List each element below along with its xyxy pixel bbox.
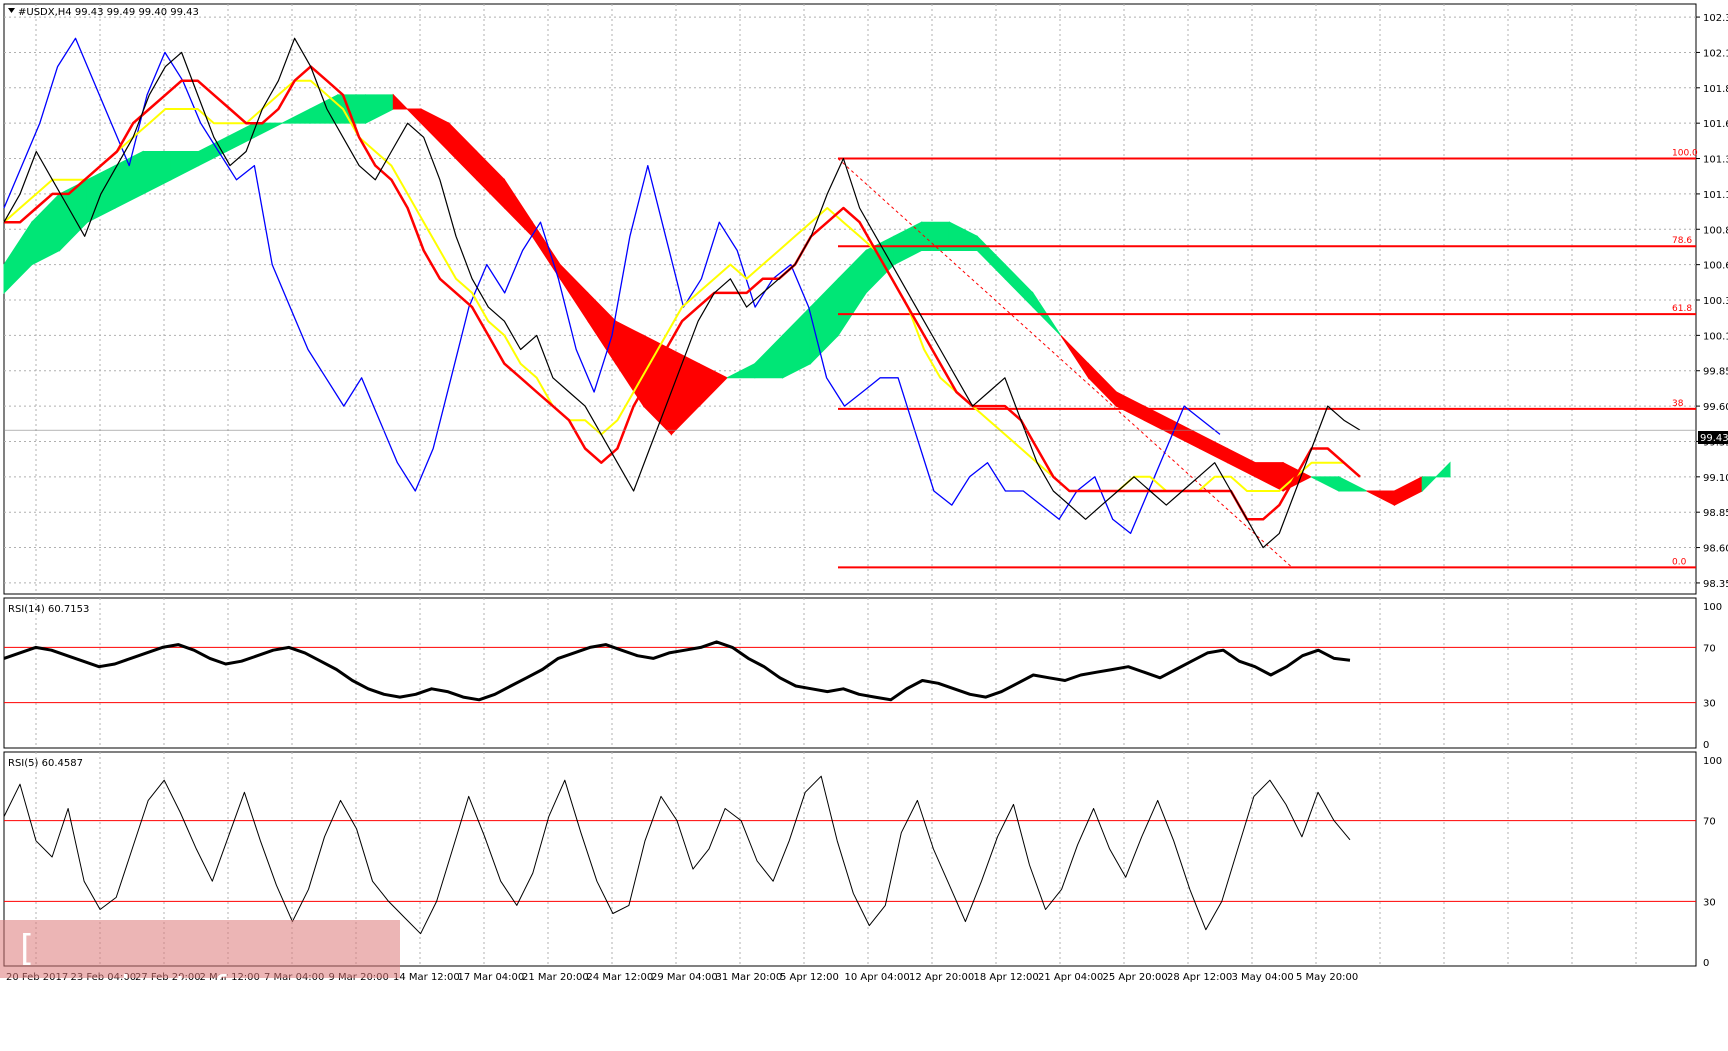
y-tick-label: 100.60 — [1703, 261, 1728, 272]
fib-level-label: 100.0 — [1672, 149, 1698, 159]
x-tick-label: 28 Apr 12:00 — [1167, 972, 1232, 983]
x-tick-label: 25 Apr 20:00 — [1103, 972, 1168, 983]
y-tick-label: 101.85 — [1703, 84, 1728, 95]
watermark: [ www.instaforex.com ] — [0, 920, 401, 1051]
symbol-header: #USDX,H4 99.43 99.49 99.40 99.43 — [18, 7, 199, 18]
y-tick-label: 99.10 — [1703, 473, 1728, 484]
price-lines — [3, 37, 1696, 549]
collapse-triangle-icon[interactable] — [8, 8, 15, 13]
y-tick-label: 100.10 — [1703, 331, 1728, 342]
x-tick-label: 29 Mar 04:00 — [651, 972, 718, 983]
x-tick-label: 3 May 04:00 — [1232, 972, 1294, 983]
y-tick-label: 102.10 — [1703, 48, 1728, 59]
rsi14-y-tick-label: 100 — [1703, 602, 1722, 613]
fibonacci-levels: 100.0 78.6 61.8 38 0.0 — [837, 149, 1698, 569]
y-tick-label: 99.85 — [1703, 367, 1728, 378]
fib-level-label: 0.0 — [1672, 557, 1687, 567]
y-tick-label: 98.60 — [1703, 544, 1728, 555]
current-price-box — [1698, 431, 1728, 444]
x-tick-label: 17 Mar 04:00 — [458, 972, 525, 983]
x-tick-label: 21 Apr 04:00 — [1038, 972, 1103, 983]
x-tick-label: 24 Mar 12:00 — [587, 972, 654, 983]
chikou-line — [3, 37, 1221, 535]
grid — [4, 4, 1696, 966]
y-tick-label: 98.85 — [1703, 508, 1728, 519]
rsi14-line — [3, 640, 1351, 702]
rsi-lines — [3, 640, 1696, 935]
x-tick-label: 21 Mar 20:00 — [522, 972, 589, 983]
cloud-segment — [1421, 461, 1451, 493]
x-tick-label: 14 Mar 12:00 — [393, 972, 460, 983]
rsi14-panel-frame — [3, 597, 1697, 749]
kijun-line — [4, 65, 1361, 521]
y-tick-label: 99.60 — [1703, 402, 1728, 413]
x-tick-label: 5 May 20:00 — [1296, 972, 1358, 983]
rsi5-y-tick-label: 30 — [1703, 897, 1716, 908]
rsi5-y-tick-label: 0 — [1703, 958, 1709, 969]
cloud-segment — [698, 362, 728, 408]
watermark-text: [ www.instaforex.com ] — [20, 928, 403, 1051]
cloud-segment — [1338, 476, 1367, 492]
price-close-line — [3, 37, 1361, 549]
y-tick-label: 101.10 — [1703, 190, 1728, 201]
current-price-label: 99.43 — [1700, 433, 1728, 444]
y-tick-label: 100.35 — [1703, 296, 1728, 307]
x-tick-label: 5 Apr 12:00 — [780, 972, 839, 983]
x-tick-label: 10 Apr 04:00 — [845, 972, 910, 983]
rsi5-y-tick-label: 100 — [1703, 756, 1722, 767]
rsi14-y-tick-label: 70 — [1703, 643, 1716, 654]
fib-level-label: 61.8 — [1672, 304, 1692, 314]
x-tick-label: 31 Mar 20:00 — [716, 972, 783, 983]
rsi14-y-tick-label: 0 — [1703, 740, 1709, 751]
rsi5-y-tick-label: 70 — [1703, 817, 1716, 828]
x-tick-label: 12 Apr 20:00 — [909, 972, 974, 983]
rsi14-title: RSI(14) 60.7153 — [8, 604, 89, 615]
y-tick-label: 101.35 — [1703, 155, 1728, 166]
rsi5-line — [3, 775, 1351, 935]
fib-level-label: 38 — [1672, 399, 1684, 409]
x-tick-label: 18 Apr 12:00 — [974, 972, 1039, 983]
rsi5-title: RSI(5) 60.4587 — [8, 758, 83, 769]
rsi14-y-tick-label: 30 — [1703, 699, 1716, 710]
y-tick-label: 102.35 — [1703, 13, 1728, 24]
y-tick-label: 101.60 — [1703, 119, 1728, 130]
y-tick-label: 98.35 — [1703, 579, 1728, 590]
fib-level-label: 78.6 — [1672, 236, 1692, 246]
y-tick-label: 100.85 — [1703, 225, 1728, 236]
